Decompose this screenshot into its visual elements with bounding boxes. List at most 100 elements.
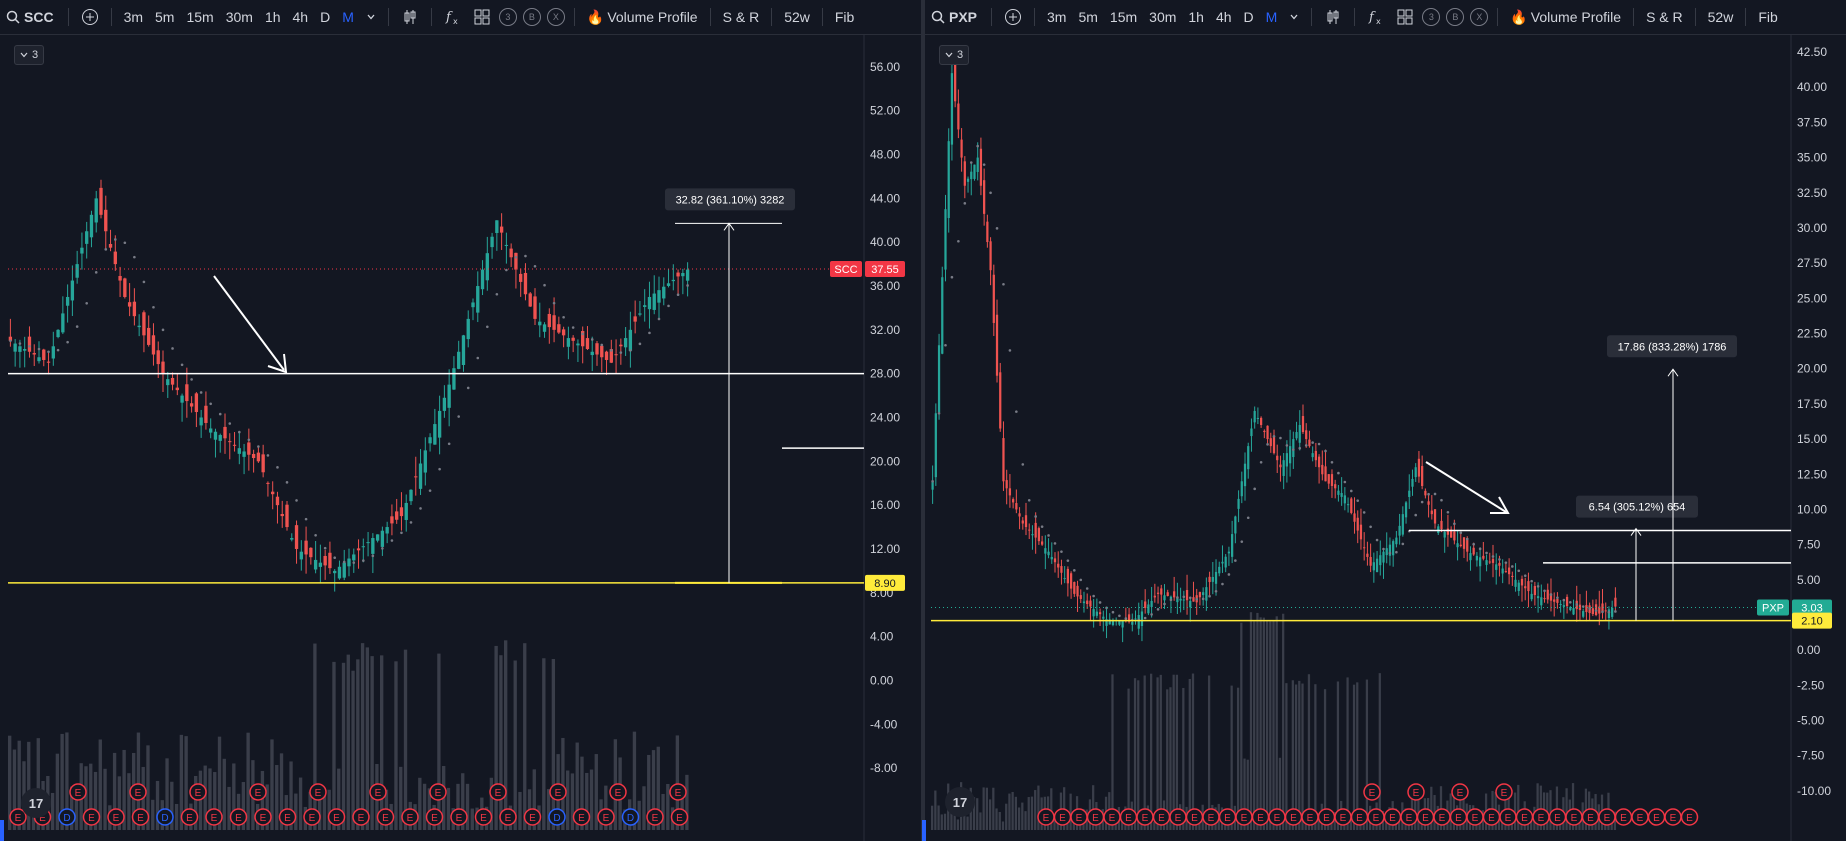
volume-bar (1613, 811, 1617, 830)
moving-average-dot (1556, 596, 1559, 599)
indicator-badge[interactable]: 3 (498, 8, 517, 26)
earnings-marker-label: E (1224, 813, 1231, 824)
volume-profile-button[interactable]: 🔥 Volume Profile (1504, 9, 1627, 26)
price-chart[interactable]: 56.00 52.00 48.00 44.00 40.00 36.00 32.00 28.00… (0, 35, 921, 841)
earnings-marker-label: E (1422, 813, 1429, 824)
timeframe-button[interactable]: D (320, 9, 331, 25)
moving-average-dot (1588, 607, 1591, 610)
earnings-marker-label: E (1604, 813, 1611, 824)
indicator-badge[interactable]: X (546, 8, 565, 26)
candle-body (1507, 567, 1511, 575)
scroll-handle[interactable] (922, 820, 926, 841)
moving-average-dot (1156, 608, 1160, 611)
moving-average-dot (1330, 460, 1334, 464)
indicator-collapse-toggle[interactable]: 3 (14, 45, 45, 65)
layouts-button[interactable] (1391, 9, 1419, 25)
52w-button[interactable]: 52w (784, 9, 810, 25)
indicator-badge[interactable]: 3 (1422, 8, 1441, 26)
fib-button[interactable]: Fib (1758, 9, 1778, 25)
volume-bar (399, 766, 403, 830)
candle-body (1456, 543, 1459, 548)
timeframe-button[interactable]: 1h (1188, 9, 1204, 25)
timeframe-button[interactable]: 5m (155, 9, 175, 25)
timeframe-button[interactable]: 1h (264, 9, 281, 25)
timeframe-dropdown[interactable] (360, 12, 382, 22)
candle-body (950, 73, 954, 145)
timeframe-button-active[interactable]: M (342, 9, 354, 25)
moving-average-dot (476, 356, 480, 360)
indicator-badge[interactable]: X (1470, 8, 1489, 26)
timeframe-button[interactable]: 3m (1047, 9, 1067, 25)
earnings-marker (548, 808, 566, 826)
timeframe-button[interactable]: 30m (225, 9, 253, 25)
measure-label: 17.86 (833.28%) 1786 (1618, 341, 1727, 353)
candle-body (1604, 610, 1607, 612)
volume-profile-label: Volume Profile (607, 9, 698, 25)
moving-average-dot (1214, 589, 1218, 593)
toolbar-divider (1034, 8, 1036, 26)
volume-profile-button[interactable]: 🔥 Volume Profile (581, 9, 704, 26)
tradingview-logo[interactable]: 17 (945, 787, 975, 817)
moving-average-dot (505, 268, 508, 272)
timeframe-button[interactable]: D (1243, 9, 1254, 25)
moving-average-dot (1021, 463, 1025, 466)
compare-button[interactable] (998, 8, 1028, 26)
candle-body (1540, 597, 1543, 606)
volume-bar (637, 800, 641, 830)
earnings-marker (156, 808, 174, 826)
timeframe-button[interactable]: 5m (1078, 9, 1098, 25)
candle-body (1269, 438, 1272, 447)
fib-button[interactable]: Fib (834, 9, 855, 25)
candle-body (657, 290, 661, 303)
support-price-value: 8.90 (874, 578, 895, 590)
candle-body (944, 209, 947, 270)
timeframe-button[interactable]: 30m (1149, 9, 1177, 25)
indicator-collapse-toggle[interactable]: 3 (939, 45, 970, 65)
candle-body (242, 451, 246, 457)
candle-body (1256, 417, 1260, 419)
timeframe-button-active[interactable]: M (1265, 9, 1278, 25)
sr-button[interactable]: S & R (722, 9, 760, 25)
price-axis-tick: 20.00 (870, 454, 900, 468)
timeframe-button[interactable]: 15m (186, 9, 214, 25)
moving-average-dot (1337, 471, 1340, 475)
earnings-marker (597, 808, 615, 826)
chart-type-button[interactable] (395, 8, 425, 26)
price-chart[interactable]: 42.5040.0037.5035.0032.5030.0027.5025.00… (925, 35, 1846, 841)
pane-divider[interactable] (921, 0, 925, 841)
tradingview-logo[interactable]: 17 (21, 788, 51, 818)
timeframe-button[interactable]: 3m (123, 9, 144, 25)
volume-bar (513, 660, 517, 830)
timeframe-button[interactable]: 15m (1109, 9, 1138, 25)
timeframe-dropdown[interactable] (1283, 12, 1305, 22)
52w-button[interactable]: 52w (1707, 9, 1734, 25)
indicator-badge[interactable]: B (522, 8, 541, 26)
timeframe-button[interactable]: 4h (1215, 9, 1232, 25)
sr-button[interactable]: S & R (1646, 9, 1683, 25)
candle-body (457, 351, 461, 369)
chart-type-button[interactable] (1318, 8, 1348, 26)
indicator-badge[interactable]: B (1446, 8, 1465, 26)
earnings-marker-label: E (113, 813, 120, 824)
volume-bar (260, 770, 265, 830)
volume-bar (575, 742, 579, 830)
moving-average-dot (619, 351, 623, 354)
candle-body (1189, 600, 1192, 608)
candle-body (123, 278, 127, 297)
earnings-marker-label: E (1587, 813, 1594, 824)
earnings-marker (69, 783, 87, 801)
compare-button[interactable] (75, 8, 105, 26)
layouts-button[interactable] (468, 9, 496, 25)
moving-average-dot (1221, 582, 1224, 586)
moving-average-dot (266, 454, 270, 457)
symbol-search-button[interactable]: PXP (925, 9, 985, 25)
earnings-marker-label: E (431, 813, 438, 824)
timeframe-button[interactable]: 4h (292, 9, 309, 25)
moving-average-dot (676, 293, 680, 297)
scroll-handle[interactable] (0, 820, 4, 841)
symbol-search-button[interactable]: SCC (0, 9, 62, 25)
